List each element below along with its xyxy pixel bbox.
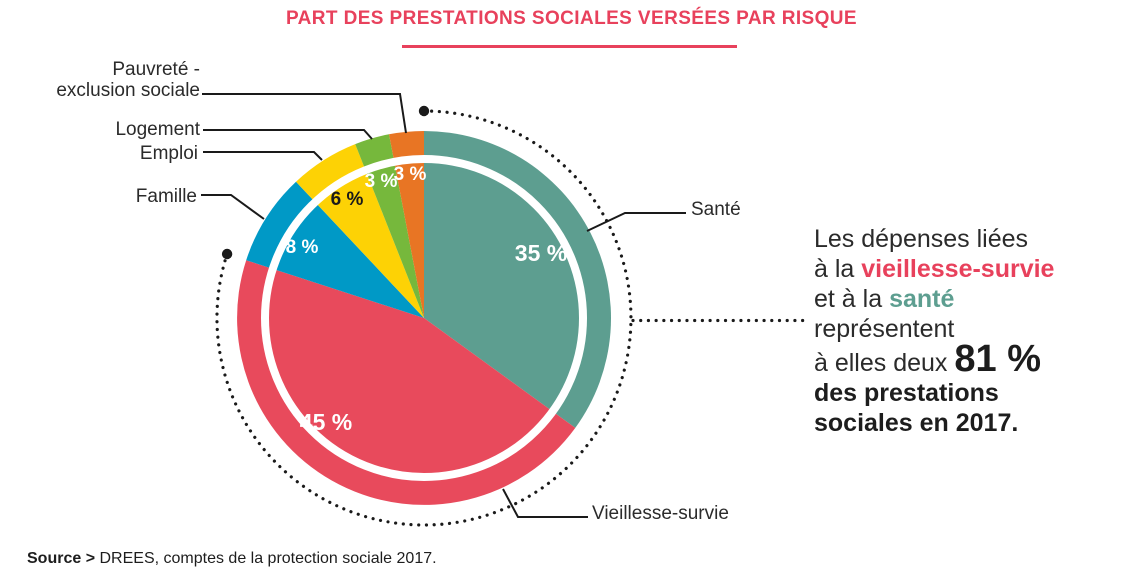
label-logement: Logement <box>115 119 200 140</box>
pie-slice-famille <box>246 181 424 318</box>
source-text: DREES, comptes de la protection sociale … <box>99 550 437 567</box>
annotation-line3: et à la santé <box>814 285 955 313</box>
label-pauvrete-line1: Pauvreté - <box>112 59 200 80</box>
source-label: Source > <box>27 550 100 567</box>
dotted-arc-endpoint-dot-top <box>418 105 430 117</box>
source-note: Source > DREES, comptes de la protection… <box>27 550 437 568</box>
leader-line-famille <box>201 194 265 220</box>
leader-line-logement <box>203 129 373 140</box>
leader-line-pauvrete <box>202 93 407 134</box>
leader-line-vieillesse <box>502 488 588 518</box>
label-pauvrete-exclusion-sociale: Pauvreté - exclusion sociale <box>56 59 200 101</box>
label-vieillesse-survie: Vieillesse-survie <box>592 503 729 524</box>
pie-slice-sante <box>424 131 612 428</box>
annotation-line7: sociales en 2017. <box>814 409 1019 437</box>
annotation-81-percent: 81 % <box>954 338 1041 380</box>
value-label-famille: 8 % <box>286 237 319 258</box>
annotation-line4: représentent <box>814 315 955 343</box>
value-label-pauvrete: 3 % <box>394 164 427 185</box>
annotation-text: Les dépenses liées à la vieillesse-survi… <box>814 224 1054 438</box>
leader-line-sante <box>586 212 686 232</box>
value-label-sante: 35 % <box>515 240 567 266</box>
pie-slice-logement <box>355 134 424 318</box>
highlight-vieillesse: vieillesse-survie <box>861 255 1055 283</box>
value-label-logement: 3 % <box>365 171 398 192</box>
annotation-line1: Les dépenses liées <box>814 225 1029 253</box>
annotation-line6: des prestations <box>814 379 999 407</box>
value-label-emploi: 6 % <box>331 189 364 210</box>
annotation-line2: à la vieillesse-survie <box>814 255 1055 283</box>
dotted-arc-endpoint-dot-left <box>221 248 233 260</box>
label-pauvrete-line2: exclusion sociale <box>56 80 200 101</box>
highlight-sante: santé <box>889 285 955 313</box>
label-famille: Famille <box>135 186 197 207</box>
value-label-vieillesse: 45 % <box>300 409 352 435</box>
leader-line-emploi <box>203 151 323 161</box>
pie-inner-ring <box>261 155 587 481</box>
annotation-line5: à elles deux 81 % <box>814 338 1041 380</box>
pie-slice-pauvrete <box>389 131 424 318</box>
label-sante: Santé <box>691 199 741 220</box>
chart-title: PART DES PRESTATIONS SOCIALES VERSÉES PA… <box>286 8 857 29</box>
title-underline <box>402 45 737 48</box>
label-emploi: Emploi <box>139 143 198 164</box>
